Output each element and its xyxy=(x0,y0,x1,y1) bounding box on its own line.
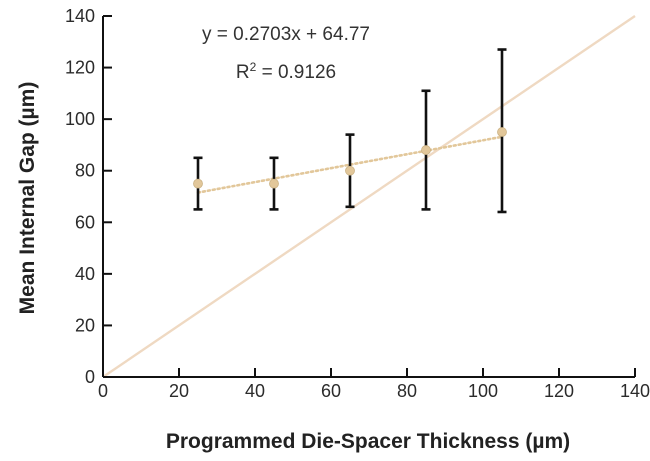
y-tick-label: 0 xyxy=(85,367,95,387)
y-tick-label: 40 xyxy=(75,264,95,284)
y-tick-label: 80 xyxy=(75,161,95,181)
y-tick-label: 100 xyxy=(65,109,95,129)
x-tick-label: 40 xyxy=(245,381,265,401)
x-tick-label: 20 xyxy=(169,381,189,401)
r-squared-value: = 0.9126 xyxy=(256,62,336,83)
y-tick-label: 120 xyxy=(65,58,95,78)
data-point xyxy=(193,178,203,189)
tick-labels: 0 20 40 60 80 100 120 140 0 20 40 60 80 100 120 140 xyxy=(65,6,650,401)
x-tick-label: 120 xyxy=(544,381,574,401)
r-squared-label: R2 = 0.9126 xyxy=(236,60,336,83)
y-tick-label: 140 xyxy=(65,6,95,26)
r-squared-superscript: 2 xyxy=(250,60,257,74)
data-point xyxy=(269,178,279,189)
x-tick-label: 0 xyxy=(98,381,108,401)
data-point xyxy=(497,127,507,137)
x-tick-label: 60 xyxy=(321,381,341,401)
x-tick-label: 100 xyxy=(468,381,498,401)
y-axis-title: Mean Internal Gap (µm) xyxy=(16,82,39,315)
y-tick-label: 20 xyxy=(75,315,95,335)
x-tick-label: 140 xyxy=(620,381,650,401)
data-point xyxy=(421,145,431,155)
identity-line-layer xyxy=(102,15,636,378)
r-squared-prefix: R xyxy=(236,62,250,83)
x-axis-title: Programmed Die-Spacer Thickness (µm) xyxy=(166,430,570,453)
point-layer xyxy=(193,127,507,189)
x-tick-label: 80 xyxy=(397,381,417,401)
axes xyxy=(102,15,636,378)
y-tick-label: 60 xyxy=(75,212,95,232)
data-point xyxy=(345,165,355,176)
identity-line xyxy=(102,15,636,378)
regression-equation: y = 0.2703x + 64.77 xyxy=(202,24,370,45)
